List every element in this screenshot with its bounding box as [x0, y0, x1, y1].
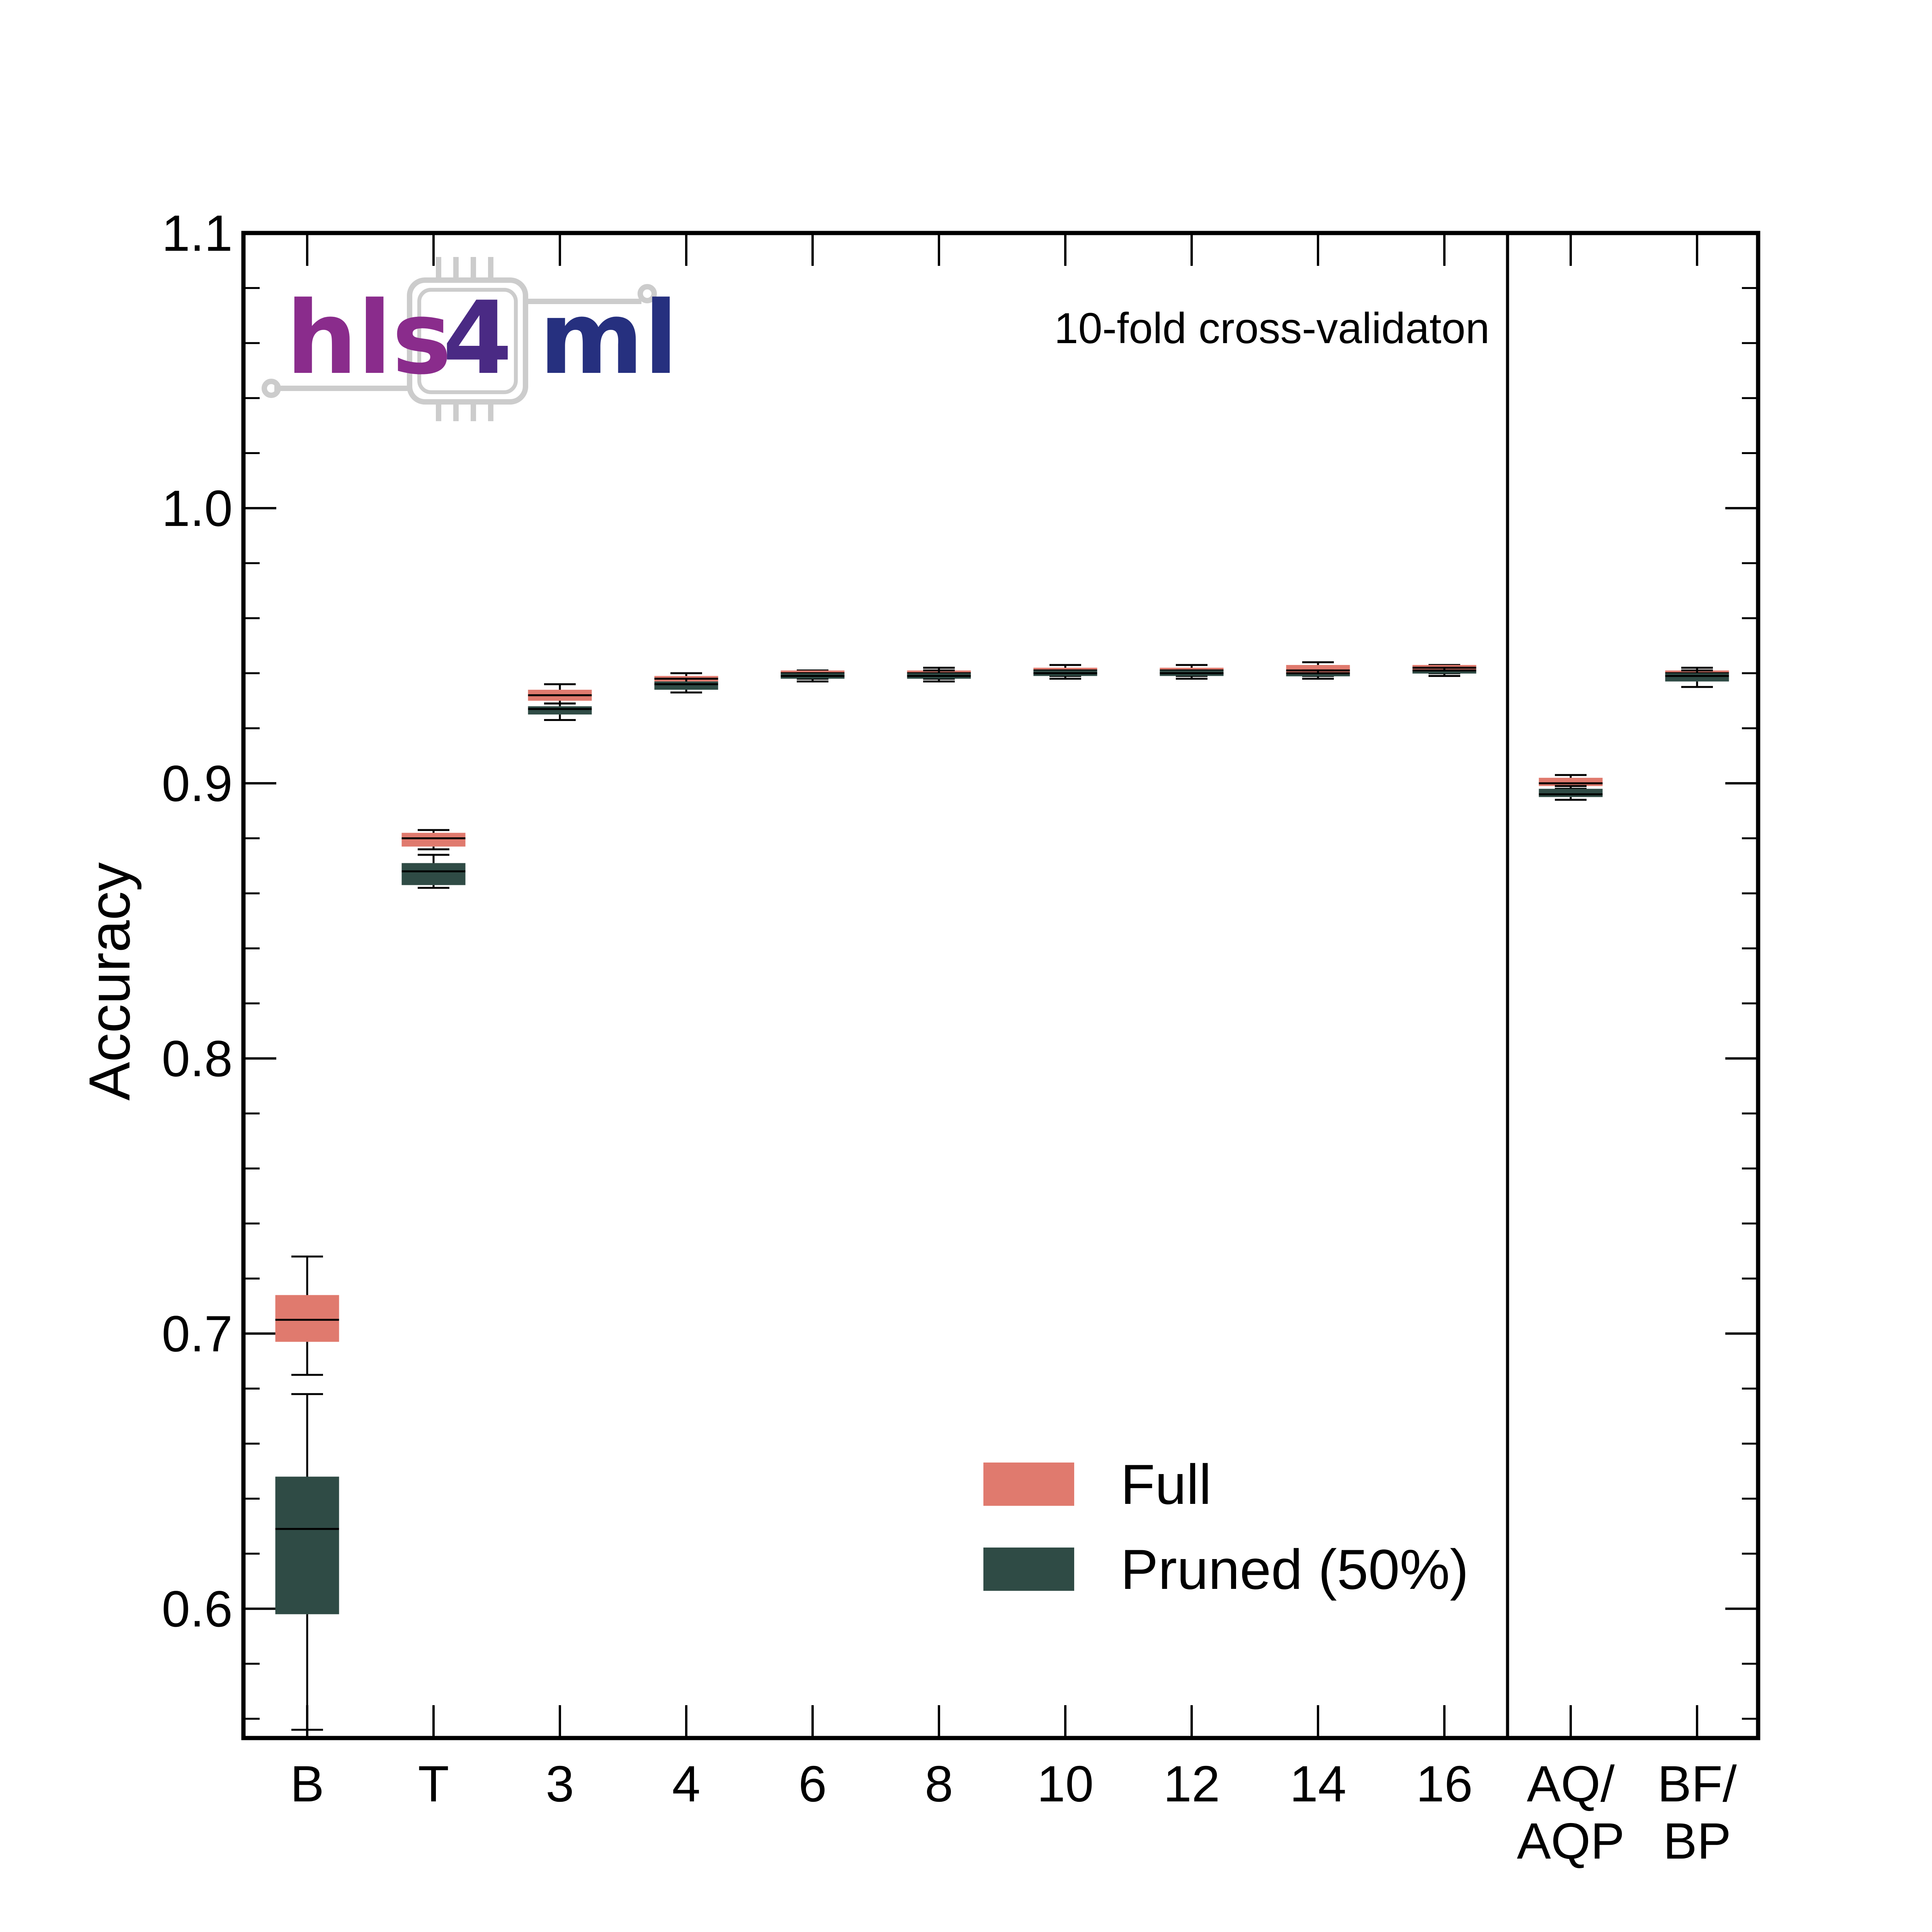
x-tick-label: B: [290, 1755, 324, 1812]
axis-ticks: 0.6 0.7 0.8 0.9 1.0 1.1 B T 3 4 6 8 10 12 14 16 AQ/AQP BF…: [162, 205, 1758, 1869]
x-tick-label: 14: [1290, 1755, 1347, 1812]
x-tick-label: 16: [1416, 1755, 1473, 1812]
x-tick-label: AQ/: [1527, 1755, 1615, 1812]
box-body: [654, 681, 718, 690]
box-pruned: [1286, 669, 1350, 680]
legend-swatch-full: [983, 1463, 1074, 1506]
y-tick-label: 1.0: [162, 480, 233, 537]
box-pruned: [1412, 667, 1476, 677]
x-tick-label: T: [418, 1755, 449, 1812]
x-tick-label: AQP: [1517, 1813, 1625, 1869]
box-pruned: [907, 669, 971, 683]
hls4ml-logo: hls 4 ml: [262, 257, 678, 421]
box-pruned: [1160, 669, 1224, 680]
box-body: [1539, 789, 1603, 797]
annotation-text: 10-fold cross-validaton: [1054, 304, 1490, 352]
box-pruned: [401, 854, 466, 889]
logo-text-4: 4: [442, 280, 512, 397]
logo-text-hls: hls: [286, 280, 452, 397]
x-tick-label: 12: [1163, 1755, 1220, 1812]
box-body: [275, 1476, 339, 1614]
y-axis-label: Accuracy: [77, 862, 142, 1101]
box-pruned: [781, 672, 845, 683]
box-body: [401, 863, 466, 885]
box-full: [275, 1255, 339, 1376]
box-body: [528, 706, 592, 715]
y-tick-label: 0.8: [162, 1030, 233, 1087]
box-body: [1665, 673, 1729, 682]
box-full: [1286, 661, 1350, 677]
box-pruned: [528, 702, 592, 721]
y-tick-label: 0.9: [162, 755, 233, 812]
box-pruned: [1033, 669, 1097, 680]
legend: Full Pruned (50%): [983, 1453, 1469, 1601]
box-pruned: [1539, 785, 1603, 801]
x-tick-label: 3: [546, 1755, 574, 1812]
x-tick-label: 6: [798, 1755, 827, 1812]
x-tick-label: 4: [672, 1755, 700, 1812]
chip-icon: [262, 257, 657, 421]
legend-label-full: Full: [1121, 1453, 1211, 1516]
y-tick-label: 0.7: [162, 1305, 233, 1362]
box-pruned: [1665, 669, 1729, 688]
box-body: [401, 833, 466, 847]
plot-frame: [241, 231, 1760, 1740]
box-body: [1286, 673, 1350, 677]
x-tick-label: 10: [1037, 1755, 1094, 1812]
y-tick-label: 0.6: [162, 1580, 233, 1637]
legend-label-pruned: Pruned (50%): [1121, 1538, 1469, 1601]
box-body: [1412, 670, 1476, 674]
boxes: [275, 661, 1729, 1731]
x-tick-label: 8: [925, 1755, 953, 1812]
box-body: [1539, 777, 1603, 786]
box-full: [401, 829, 466, 850]
box-body: [275, 1295, 339, 1342]
y-tick-label: 1.1: [162, 205, 233, 262]
legend-swatch-pruned: [983, 1548, 1074, 1591]
box-pruned: [654, 678, 718, 694]
logo-text-ml: ml: [539, 280, 678, 397]
box-full: [528, 683, 592, 705]
box-pruned: [275, 1393, 339, 1731]
x-tick-label: BF/: [1657, 1755, 1737, 1812]
x-tick-label: BP: [1663, 1813, 1731, 1869]
